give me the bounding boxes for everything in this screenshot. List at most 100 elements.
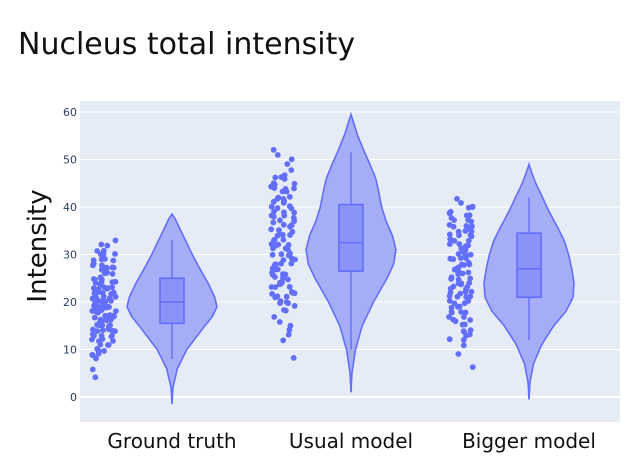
data-point: [451, 266, 458, 273]
data-point: [283, 299, 290, 306]
data-point: [288, 167, 295, 174]
data-point: [282, 307, 289, 314]
data-point: [462, 289, 469, 295]
data-point: [270, 146, 277, 153]
data-point: [451, 237, 458, 244]
data-point: [109, 271, 116, 277]
data-point: [287, 250, 293, 257]
data-point: [446, 314, 452, 320]
data-point: [275, 241, 282, 248]
data-point: [280, 257, 287, 263]
data-point: [277, 279, 283, 286]
data-point: [272, 261, 279, 268]
y-tick-labels: 0 10 20 30 40 50 60: [63, 106, 77, 404]
data-point: [290, 355, 297, 361]
x-tick-labels: Ground truth Usual model Bigger model: [107, 429, 596, 453]
data-point: [446, 336, 453, 343]
data-point: [100, 293, 107, 300]
data-point: [277, 298, 284, 304]
data-point: [285, 276, 291, 283]
data-point: [112, 251, 118, 257]
data-point: [93, 304, 100, 311]
data-point: [454, 195, 460, 202]
data-point: [95, 348, 102, 354]
data-point: [467, 327, 474, 334]
data-point: [108, 291, 115, 297]
data-point: [103, 285, 110, 292]
data-point: [465, 269, 472, 276]
data-point: [105, 342, 111, 348]
data-point: [109, 314, 115, 321]
data-point: [274, 195, 281, 202]
data-point: [269, 291, 275, 297]
data-point: [280, 275, 286, 282]
data-point: [107, 322, 113, 329]
data-point: [269, 269, 275, 276]
data-point: [286, 326, 293, 333]
data-point: [455, 271, 462, 277]
data-point: [291, 180, 298, 187]
data-point: [101, 348, 107, 354]
box-iqr: [159, 277, 185, 325]
data-point: [280, 221, 287, 228]
data-point: [90, 326, 96, 333]
data-point: [109, 327, 116, 334]
data-point: [274, 266, 281, 273]
data-point: [279, 188, 286, 195]
data-point: [454, 293, 461, 300]
data-point: [458, 309, 464, 315]
data-point: [99, 336, 106, 342]
data-point: [94, 248, 101, 254]
data-point: [96, 298, 102, 304]
data-point: [446, 222, 453, 228]
data-point: [450, 316, 457, 323]
data-point: [98, 241, 105, 248]
data-point: [110, 338, 116, 344]
data-point: [101, 300, 107, 307]
data-point: [269, 251, 276, 258]
data-point: [270, 213, 277, 220]
data-point: [97, 341, 104, 348]
data-point: [272, 274, 278, 280]
data-point: [274, 232, 281, 239]
data-point: [463, 223, 470, 229]
data-point: [463, 243, 469, 249]
data-point: [465, 213, 471, 219]
data-point: [274, 293, 281, 300]
data-point: [455, 280, 462, 287]
data-point: [463, 255, 469, 262]
violin-group: [446, 161, 575, 400]
data-point: [467, 317, 474, 323]
data-point: [462, 309, 469, 316]
data-point: [460, 342, 467, 349]
data-point: [467, 275, 474, 282]
violin-group: [268, 111, 397, 393]
data-point: [292, 256, 298, 263]
data-point: [448, 304, 455, 311]
data-point: [287, 223, 293, 230]
data-point: [468, 233, 475, 240]
data-point: [458, 200, 464, 206]
data-point: [100, 251, 107, 257]
data-point: [97, 274, 104, 281]
data-point: [279, 231, 286, 238]
data-point: [106, 295, 113, 302]
data-point: [90, 262, 96, 269]
data-point: [280, 337, 287, 344]
data-point: [448, 308, 455, 315]
data-point: [92, 280, 99, 286]
data-point: [448, 274, 455, 281]
data-point: [110, 257, 117, 264]
data-point: [468, 228, 475, 235]
data-point: [283, 293, 290, 300]
data-point: [461, 300, 468, 307]
data-point: [448, 215, 455, 221]
data-point: [89, 351, 96, 358]
data-point: [288, 156, 295, 163]
data-point: [113, 308, 119, 314]
data-point: [278, 174, 285, 181]
data-point: [89, 366, 96, 373]
data-point: [98, 256, 105, 263]
data-point: [289, 289, 296, 296]
